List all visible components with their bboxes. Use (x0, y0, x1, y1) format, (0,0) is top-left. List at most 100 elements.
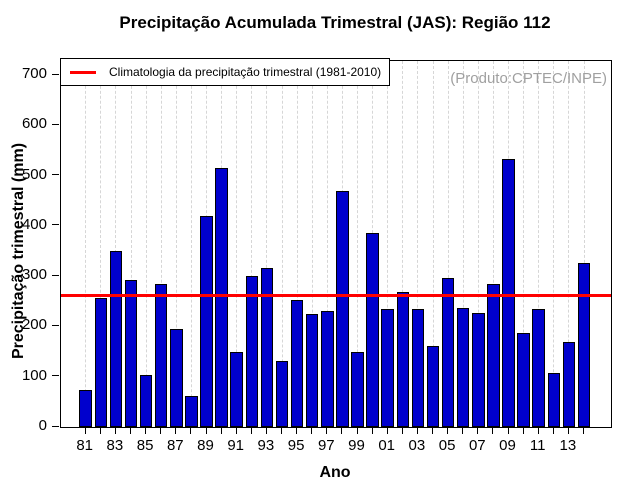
x-tick-2009 (507, 427, 509, 434)
x-tick-1992 (250, 427, 252, 434)
x-tick-label-2005: 05 (438, 437, 456, 454)
y-tick-label-400: 400 (21, 215, 47, 233)
x-tick-2001 (386, 427, 388, 434)
bar-1993 (260, 268, 274, 427)
gridline-2008 (492, 61, 494, 427)
x-tick-label-1993: 93 (257, 437, 275, 454)
x-tick-1993 (265, 427, 267, 434)
bar-1987 (170, 329, 183, 427)
gridline-2014 (583, 61, 585, 427)
x-tick-2013 (567, 427, 569, 434)
bar-2012 (547, 373, 561, 427)
gridline-1991 (236, 61, 238, 427)
x-tick-1997 (326, 427, 328, 434)
bar-2010 (517, 333, 530, 427)
climatology-legend-line (70, 70, 96, 74)
gridline-2005 (447, 61, 449, 427)
gridline-2003 (417, 61, 419, 427)
bar-1986 (154, 284, 168, 427)
gridline-1982 (100, 61, 102, 427)
bar-2013 (562, 342, 576, 427)
gridline-1988 (190, 61, 192, 427)
product-annotation: (Produto:CPTEC/INPE) (450, 70, 607, 87)
bar-2005 (441, 278, 455, 427)
x-tick-label-2001: 01 (378, 437, 396, 454)
x-tick-label-2003: 03 (408, 437, 426, 454)
gridline-2004 (432, 61, 434, 427)
gridline-1994 (281, 61, 283, 427)
x-tick-1991 (235, 427, 237, 434)
y-tick-200 (52, 324, 59, 326)
y-tick-label-200: 200 (21, 316, 47, 334)
y-tick-label-700: 700 (21, 65, 47, 83)
x-tick-2010 (522, 427, 524, 434)
x-tick-1990 (220, 427, 222, 434)
x-tick-1984 (130, 427, 131, 434)
x-tick-label-2007: 07 (468, 437, 486, 454)
gridline-1995 (296, 61, 298, 427)
x-axis-title: Ano (319, 464, 351, 481)
gridline-1985 (145, 61, 147, 427)
bar-2006 (456, 308, 470, 427)
x-tick-2014 (583, 427, 584, 434)
bar-1994 (275, 361, 289, 427)
bar-1996 (305, 314, 319, 427)
bar-2008 (487, 284, 500, 427)
y-tick-label-500: 500 (21, 165, 47, 183)
y-tick-100 (52, 375, 59, 377)
bar-2003 (411, 309, 425, 427)
x-tick-2008 (492, 427, 494, 434)
gridline-2012 (553, 61, 555, 427)
chart-title: Precipitação Acumulada Trimestral (JAS):… (119, 13, 551, 32)
x-tick-label-2009: 09 (499, 437, 516, 454)
x-tick-label-1981: 81 (76, 437, 94, 454)
x-tick-2012 (552, 427, 554, 434)
x-tick-1986 (160, 427, 162, 434)
bar-1982 (94, 298, 108, 427)
gridline-2011 (538, 61, 540, 427)
bar-1991 (230, 352, 243, 427)
x-tick-label-1995: 95 (287, 437, 305, 454)
bar-2000 (366, 233, 379, 427)
legend-label: Climatologia da precipitação trimestral … (109, 65, 382, 79)
y-tick-label-300: 300 (21, 266, 47, 284)
y-tick-700 (52, 73, 59, 75)
x-tick-label-1985: 85 (136, 437, 154, 454)
gridline-1984 (130, 61, 132, 427)
x-tick-1981 (84, 427, 86, 434)
bar-2004 (426, 346, 440, 427)
y-tick-label-100: 100 (21, 366, 47, 384)
x-tick-label-1987: 87 (166, 437, 184, 454)
y-tick-400 (52, 224, 59, 226)
y-tick-600 (52, 123, 59, 125)
bar-1997 (321, 311, 334, 427)
y-tick-label-600: 600 (21, 115, 47, 133)
y-tick-0 (52, 425, 59, 427)
gridline-1996 (311, 61, 313, 427)
gridline-1992 (251, 61, 253, 427)
bar-1995 (290, 300, 304, 427)
gridline-1999 (357, 61, 358, 427)
x-tick-2003 (416, 427, 418, 434)
x-tick-1994 (281, 427, 282, 434)
bar-1984 (124, 280, 138, 427)
gridline-2007 (477, 61, 479, 427)
gridline-2010 (523, 61, 525, 427)
x-tick-1996 (311, 427, 313, 434)
x-tick-1989 (205, 427, 207, 434)
x-tick-1985 (145, 427, 147, 434)
gridline-2013 (568, 61, 570, 427)
bar-2002 (396, 292, 410, 427)
x-tick-1998 (341, 427, 343, 434)
gridline-2006 (462, 61, 464, 427)
y-tick-500 (52, 174, 59, 176)
bar-2014 (577, 263, 591, 427)
x-tick-2002 (401, 427, 403, 434)
bar-1981 (79, 390, 92, 427)
gridline-1993 (266, 61, 268, 427)
x-tick-2007 (477, 427, 479, 434)
x-tick-2006 (462, 427, 464, 434)
gridline-2001 (387, 61, 389, 427)
bar-1983 (109, 251, 123, 427)
y-tick-label-0: 0 (38, 417, 47, 434)
